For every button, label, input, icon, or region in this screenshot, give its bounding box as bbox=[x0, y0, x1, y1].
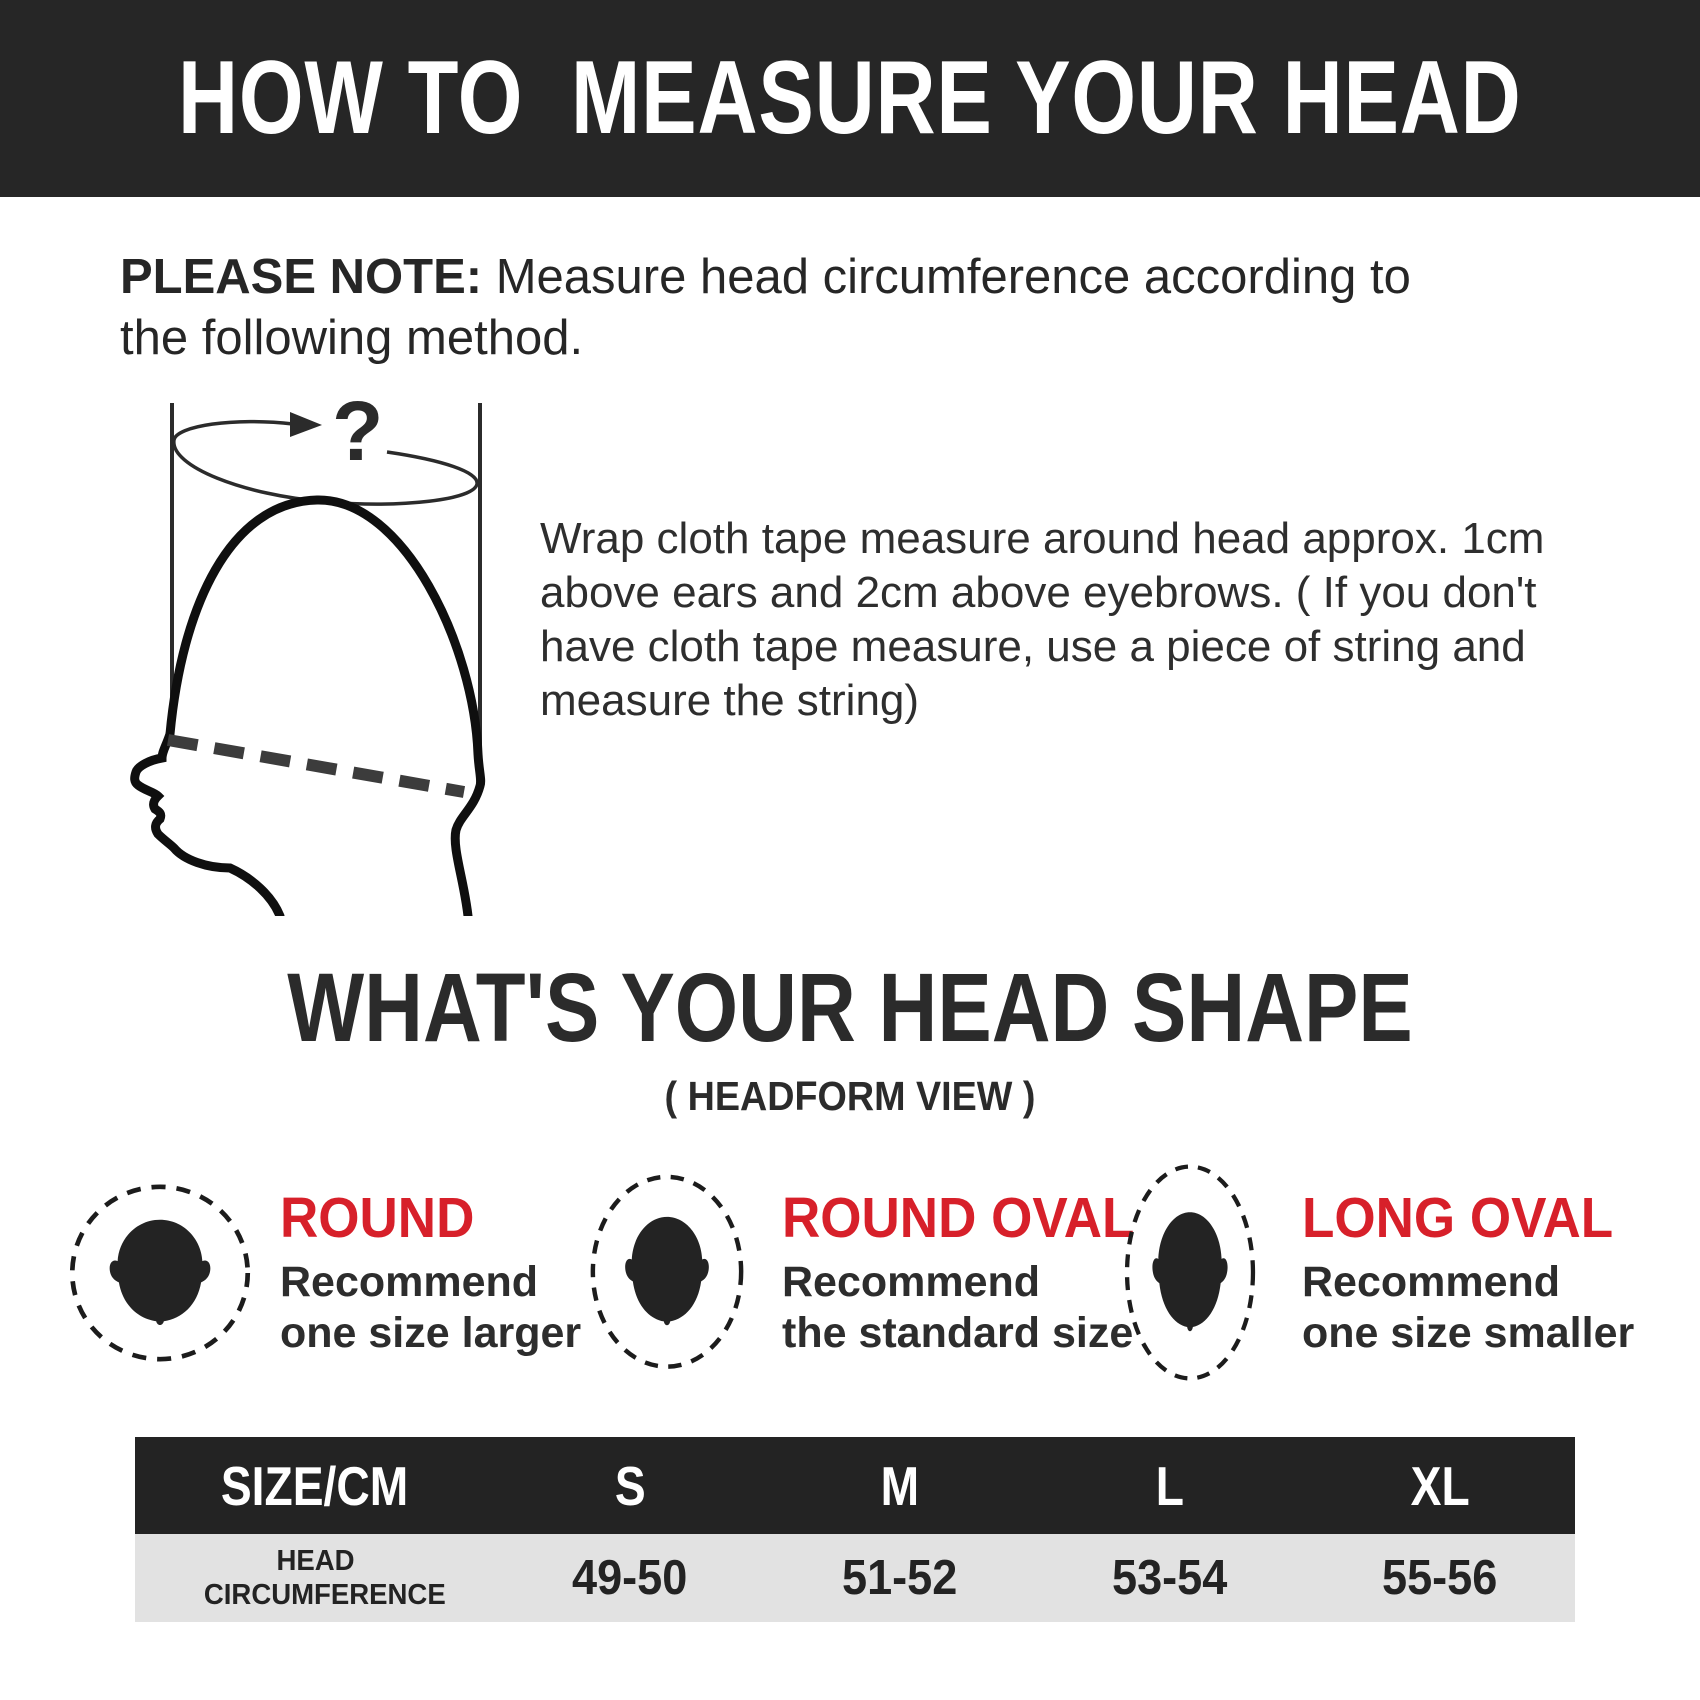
question-mark: ? bbox=[332, 384, 383, 478]
shape-text-round: ROUND Recommend one size larger bbox=[280, 1187, 581, 1359]
shape-card-round: ROUND Recommend one size larger bbox=[66, 1150, 581, 1395]
header-label: S bbox=[614, 1454, 646, 1517]
tape-rotation-ellipse bbox=[172, 419, 479, 506]
circumference-value: 55-56 bbox=[1382, 1551, 1498, 1605]
shape-text-long-oval: LONG OVAL Recommend one size smaller bbox=[1302, 1187, 1637, 1359]
tape-dashed-line bbox=[166, 734, 466, 798]
circumference-value: 51-52 bbox=[842, 1551, 958, 1605]
head-measurement-diagram: ? bbox=[130, 384, 486, 916]
rotation-arrowhead-icon bbox=[290, 412, 322, 437]
shape-name: LONG OVAL bbox=[1302, 1185, 1614, 1250]
size-table: SIZE/CM S M L XL HEAD CIRCUMFERENCE 49-5… bbox=[135, 1437, 1575, 1622]
shape-card-round-oval: ROUND OVAL Recommend the standard size bbox=[578, 1150, 1161, 1395]
shape-recommendation-line-2: one size larger bbox=[280, 1308, 582, 1357]
row-label-cell: HEAD CIRCUMFERENCE bbox=[135, 1534, 495, 1622]
size-table-header-row: SIZE/CM S M L XL bbox=[135, 1437, 1575, 1534]
shape-text-round-oval: ROUND OVAL Recommend the standard size bbox=[782, 1187, 1161, 1359]
header-label: XL bbox=[1410, 1454, 1470, 1517]
head-silhouette bbox=[1152, 1212, 1228, 1332]
header-banner: HOW TO MEASURE YOUR HEAD bbox=[0, 0, 1700, 197]
note-text-2: the following method. bbox=[120, 311, 584, 365]
note-paragraph: PLEASE NOTE: Measure head circumference … bbox=[120, 247, 1580, 369]
header-cell-s: S bbox=[495, 1437, 765, 1534]
shape-name: ROUND OVAL bbox=[782, 1185, 1135, 1250]
shape-name: ROUND bbox=[280, 1185, 475, 1250]
head-profile-back bbox=[165, 495, 486, 916]
shape-recommendation-line-2: the standard size bbox=[782, 1308, 1134, 1357]
note-line-1: PLEASE NOTE: Measure head circumference … bbox=[120, 247, 1580, 308]
header-label: L bbox=[1155, 1454, 1185, 1517]
note-line-2: the following method. bbox=[120, 308, 1580, 369]
dashed-outline bbox=[1124, 1164, 1256, 1381]
header-cell-xl: XL bbox=[1305, 1437, 1575, 1534]
shape-recommendation-line-1: Recommend bbox=[280, 1257, 539, 1306]
head-profile-face bbox=[130, 729, 285, 916]
value-cell-xl: 55-56 bbox=[1305, 1534, 1575, 1622]
header-cell-l: L bbox=[1035, 1437, 1305, 1534]
instruction-paragraph: Wrap cloth tape measure around head appr… bbox=[540, 512, 1620, 728]
instruction-line-3: have cloth tape measure, use a piece of … bbox=[540, 622, 1526, 671]
value-cell-m: 51-52 bbox=[765, 1534, 1035, 1622]
header-cell-size-cm: SIZE/CM bbox=[135, 1437, 495, 1534]
note-label: PLEASE NOTE: bbox=[120, 250, 483, 304]
shape-recommendation-line-2: one size smaller bbox=[1302, 1308, 1635, 1357]
instruction-line-1: Wrap cloth tape measure around head appr… bbox=[540, 514, 1545, 563]
shape-recommendation-line-1: Recommend bbox=[782, 1257, 1041, 1306]
dashed-outline bbox=[590, 1174, 744, 1369]
page-title: HOW TO MEASURE YOUR HEAD bbox=[178, 40, 1522, 156]
shape-card-long-oval: LONG OVAL Recommend one size smaller bbox=[1104, 1150, 1637, 1395]
header-label: M bbox=[880, 1454, 920, 1517]
size-table-data-row: HEAD CIRCUMFERENCE 49-50 51-52 53-54 55-… bbox=[135, 1534, 1575, 1622]
instruction-line-4: measure the string) bbox=[540, 676, 920, 725]
header-cell-m: M bbox=[765, 1437, 1035, 1534]
value-cell-s: 49-50 bbox=[495, 1534, 765, 1622]
dashed-outline bbox=[69, 1183, 251, 1362]
round-headform-icon bbox=[69, 1183, 251, 1362]
circumference-value: 49-50 bbox=[572, 1551, 688, 1605]
head-silhouette bbox=[109, 1219, 211, 1325]
instruction-line-2: above ears and 2cm above eyebrows. ( If … bbox=[540, 568, 1537, 617]
section-title: WHAT'S YOUR HEAD SHAPE bbox=[287, 953, 1413, 1062]
head-silhouette bbox=[625, 1216, 709, 1326]
header-label: SIZE/CM bbox=[221, 1454, 409, 1517]
value-cell-l: 53-54 bbox=[1035, 1534, 1305, 1622]
shape-recommendation-line-1: Recommend bbox=[1302, 1257, 1561, 1306]
row-label: HEAD CIRCUMFERENCE bbox=[203, 1545, 446, 1611]
circumference-value: 53-54 bbox=[1112, 1551, 1228, 1605]
section-subtitle: ( HEADFORM VIEW ) bbox=[664, 1073, 1036, 1119]
round-oval-headform-icon bbox=[590, 1174, 744, 1369]
long-oval-headform-icon bbox=[1124, 1164, 1256, 1381]
note-text-1: Measure head circumference according to bbox=[482, 250, 1411, 304]
